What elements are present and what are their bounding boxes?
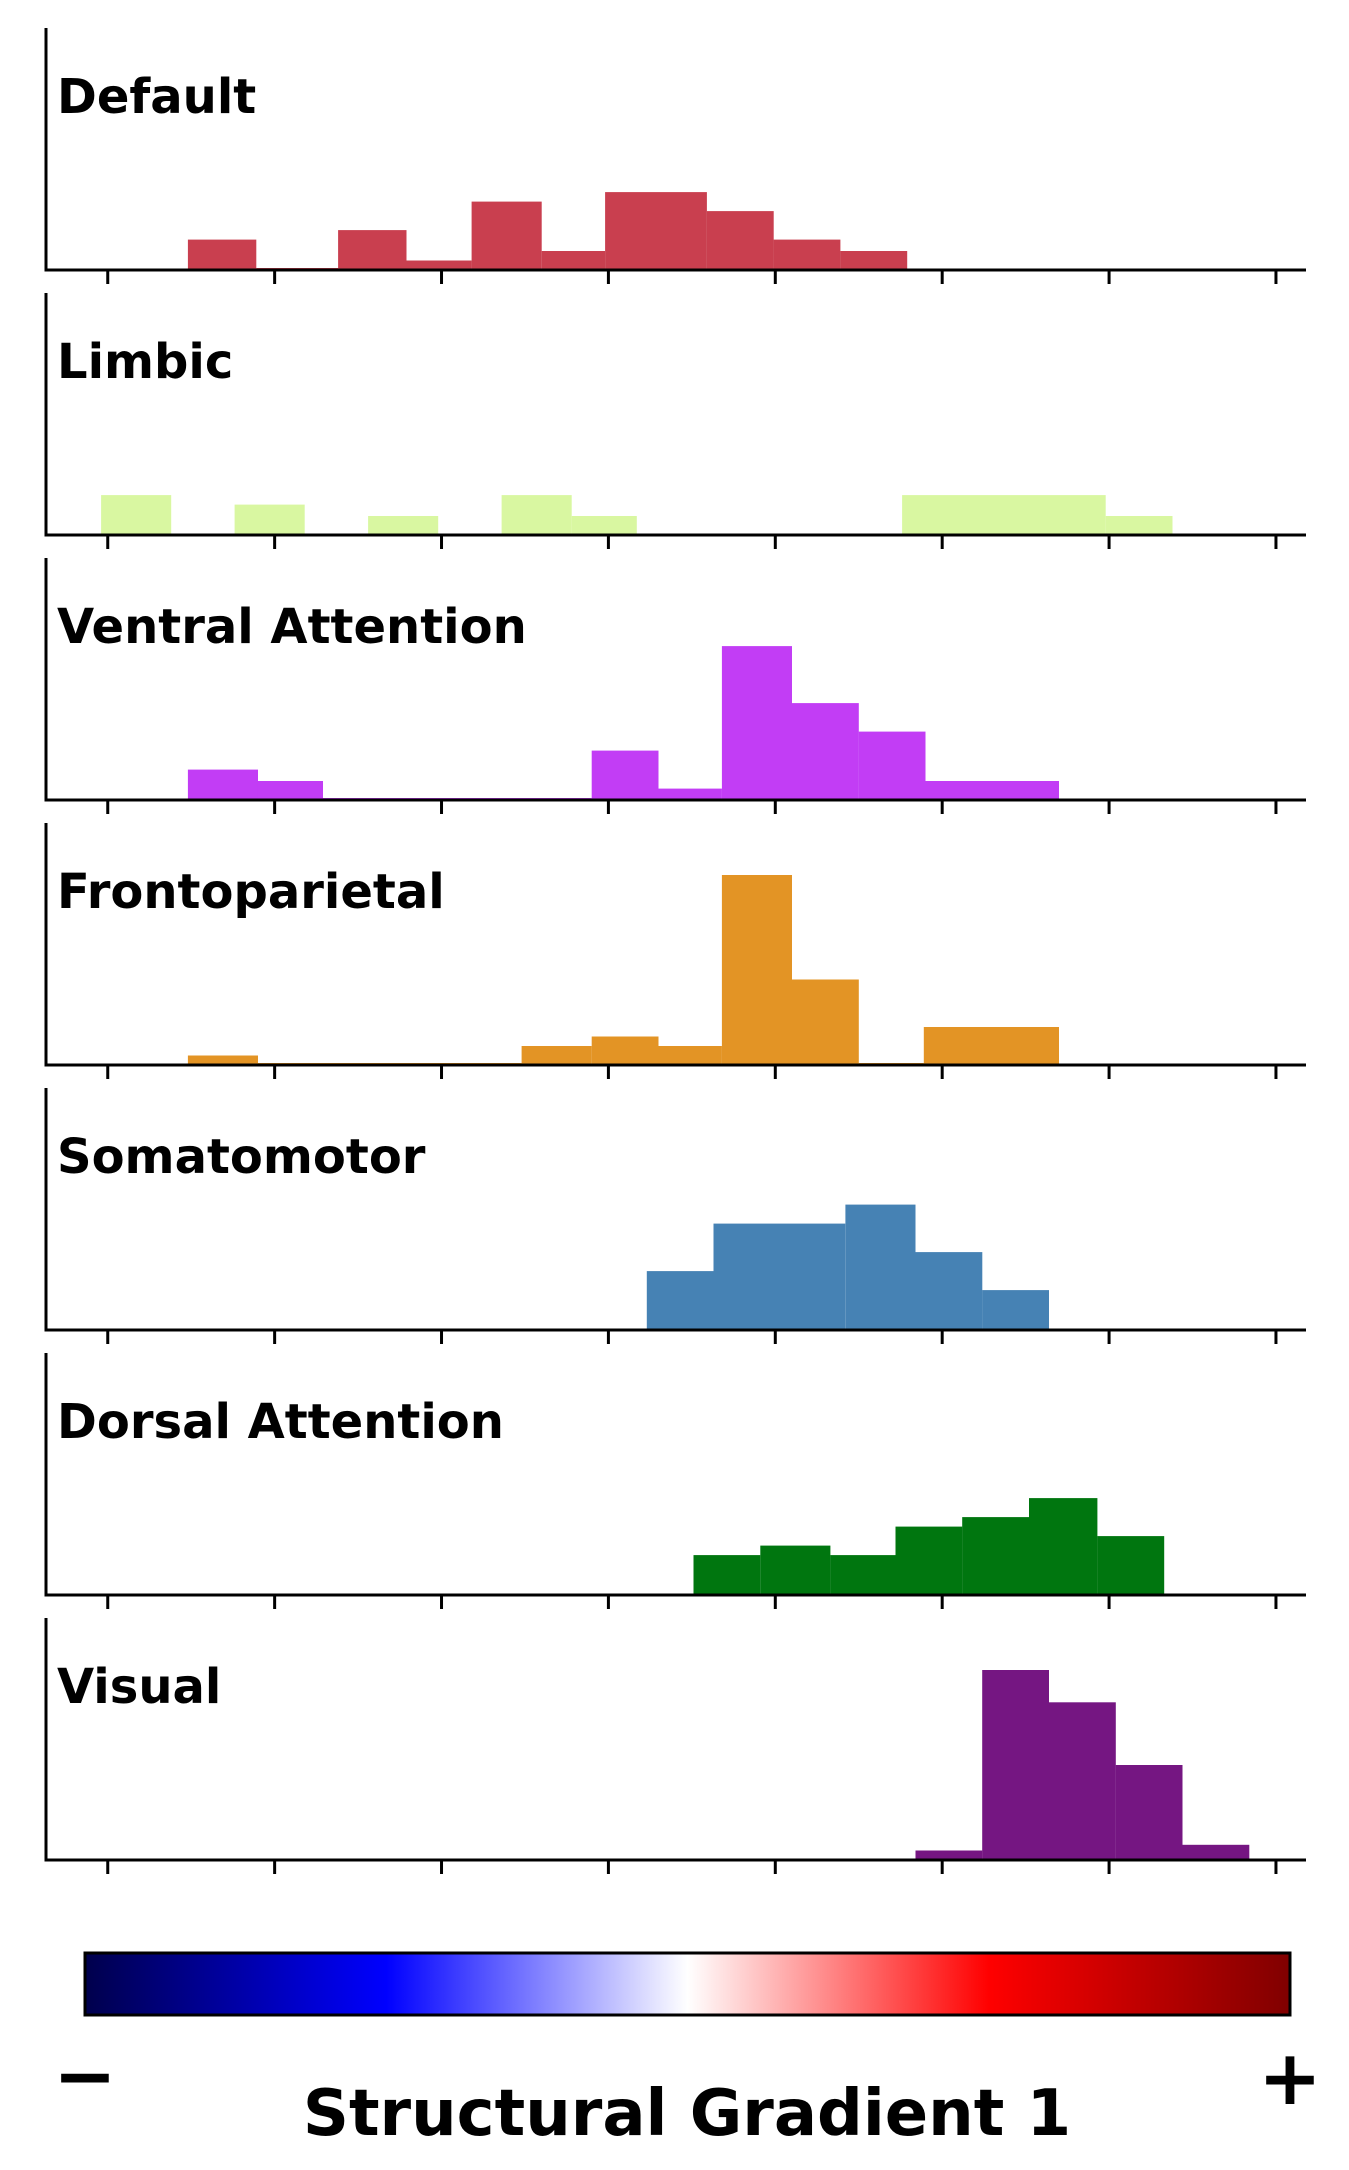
histogram-bar (646, 1271, 714, 1330)
histogram-bar (187, 769, 258, 800)
histogram-bar (1049, 1702, 1116, 1860)
panel-title: Frontoparietal (57, 864, 445, 920)
histogram-bar (982, 1290, 1049, 1330)
histogram-bar (658, 1046, 722, 1065)
histogram-bar (706, 211, 774, 270)
histogram-bar (721, 875, 792, 1065)
colorbar-gradient (83, 1951, 1292, 2017)
histogram-bar (1105, 516, 1173, 535)
histogram-bar (471, 201, 542, 270)
histogram-bar (840, 251, 908, 270)
histogram-bar (541, 251, 606, 270)
histogram-bar (693, 1555, 761, 1595)
panel-title: Default (57, 69, 256, 125)
histogram-bar (915, 1850, 983, 1860)
histogram-bar (338, 230, 407, 270)
panel-title: Dorsal Attention (57, 1394, 504, 1450)
histogram-bar (571, 516, 637, 535)
panel-limbic: Limbic (44, 293, 1306, 549)
histogram-bar (1029, 1498, 1098, 1595)
histogram-bar (830, 1555, 896, 1595)
histogram-bar (1115, 1765, 1183, 1860)
histogram-bar (368, 516, 439, 535)
histogram-bar (721, 646, 792, 800)
colorbar: − + Structural Gradient 1 (53, 1951, 1322, 2151)
histogram-bar (521, 1046, 592, 1065)
histogram-bar (895, 1526, 963, 1595)
panel-ventral-attention: Ventral Attention (44, 558, 1306, 814)
histogram-bar (713, 1223, 846, 1330)
histogram-bar (962, 1517, 1029, 1595)
histogram-bar (845, 1204, 916, 1330)
histogram-bar (1097, 1536, 1165, 1595)
histogram-bar (925, 781, 1059, 800)
histogram-bar (591, 1036, 659, 1065)
x-axis-label: Structural Gradient 1 (303, 2077, 1071, 2151)
histogram-bar (792, 703, 859, 800)
histogram-bar (792, 979, 859, 1065)
panel-somatomotor: Somatomotor (44, 1088, 1306, 1344)
histogram-bar (187, 1055, 258, 1065)
panel-frontoparietal: Frontoparietal (44, 823, 1306, 1079)
colorbar-min-label: − (53, 2031, 117, 2120)
histogram-bar (982, 1670, 1049, 1860)
panels-group: Default Limbic Ventral Attention Frontopari… (44, 28, 1306, 1874)
panel-title: Ventral Attention (57, 599, 527, 655)
colorbar-max-label: + (1258, 2033, 1322, 2122)
histogram-bar (605, 192, 707, 270)
panel-visual: Visual (44, 1618, 1306, 1874)
histogram-bar (101, 495, 172, 535)
panel-title: Somatomotor (57, 1129, 426, 1185)
panel-title: Limbic (57, 334, 233, 390)
histogram-bar (187, 239, 257, 270)
histogram-bar (257, 781, 323, 800)
histogram-bar (658, 788, 722, 800)
panel-default: Default (44, 28, 1306, 284)
histogram-bar (760, 1545, 831, 1595)
histogram-bar (1182, 1844, 1250, 1860)
histogram-bar (773, 239, 841, 270)
panel-title: Visual (57, 1659, 221, 1715)
panel-dorsal-attention: Dorsal Attention (44, 1353, 1306, 1609)
histogram-bar (858, 731, 926, 800)
histogram-bar (923, 1027, 1059, 1065)
histogram-bar (234, 504, 305, 535)
histogram-bar (591, 750, 659, 800)
histogram-bar (902, 495, 1106, 535)
histogram-bar (406, 260, 472, 270)
histogram-bar (501, 495, 572, 535)
histogram-bar (915, 1252, 983, 1330)
